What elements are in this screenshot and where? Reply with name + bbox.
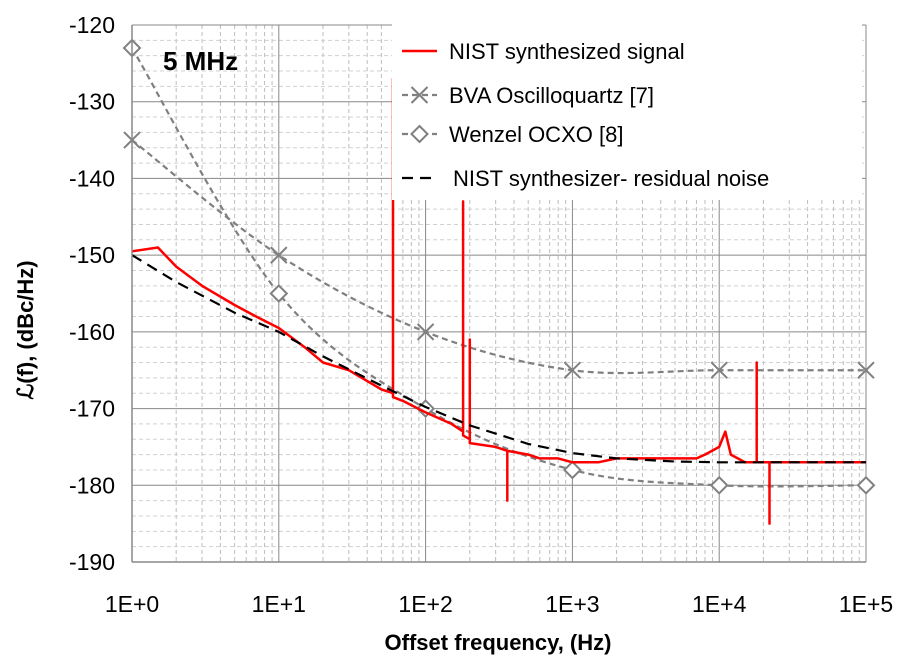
marker-stroke (563, 361, 582, 379)
x-tick-label: 1E+5 (839, 591, 893, 617)
data-point-1-5 (857, 361, 875, 379)
series-layer (122, 38, 876, 525)
series-line-3 (131, 254, 866, 464)
data-point-2-4 (709, 475, 729, 495)
y-tick-label: -130 (69, 89, 115, 115)
legend-item-1: BVA Oscilloquartz [7] (402, 83, 654, 108)
marker-stroke (857, 361, 875, 379)
x-tick-label: 1E+3 (545, 591, 599, 617)
marker-stroke (410, 86, 429, 104)
data-point-1-4 (710, 361, 728, 379)
y-tick-label: -190 (69, 549, 115, 575)
data-point-2-3 (562, 460, 582, 480)
y-tick-label: -160 (69, 319, 115, 345)
legend-label-0: NIST synthesized signal (449, 39, 685, 64)
marker-stroke (270, 246, 288, 264)
x-axis-title: Offset frequency, (Hz) (385, 630, 612, 655)
x-tick-label: 1E+2 (398, 591, 452, 617)
legend-marker-2 (410, 124, 429, 144)
legend-item-2: Wenzel OCXO [8] (402, 122, 623, 147)
x-tick-label: 1E+1 (252, 591, 306, 617)
marker-shape (269, 284, 289, 303)
legend-item-0: NIST synthesized signal (402, 39, 685, 64)
legend-item-3: NIST synthesizer- residual noise (402, 166, 769, 191)
tick-labels: 1E+0 1E+1 1E+2 1E+3 1E+4 1E+5 -120 -130 -140 -150… (69, 12, 893, 617)
x-tick-label: 1E+4 (692, 591, 747, 617)
data-point-1-3 (563, 361, 582, 379)
marker-shape (856, 475, 876, 495)
legend-box (392, 24, 862, 200)
marker-stroke (710, 361, 728, 379)
data-point-2-1 (269, 284, 289, 303)
marker-shape (410, 124, 429, 144)
marker-shape (709, 475, 729, 495)
series-line-1 (131, 139, 866, 375)
y-tick-label: -180 (69, 472, 115, 498)
data-point-2-5 (856, 475, 876, 495)
legend-label-1: BVA Oscilloquartz [7] (449, 83, 654, 108)
legend: NIST synthesized signal BVA Oscilloquartz… (392, 24, 862, 200)
data-point-1-2 (416, 323, 435, 341)
y-tick-label: -140 (69, 165, 115, 191)
data-point-1-1 (270, 246, 288, 264)
y-tick-label: -120 (69, 12, 115, 38)
legend-label-3: NIST synthesizer- residual noise (453, 166, 769, 191)
y-tick-label: -150 (69, 242, 115, 268)
axes (131, 25, 866, 563)
y-axis-title: ℒ(f), (dBc/Hz) (13, 260, 38, 399)
marker-stroke (416, 323, 435, 341)
marker-shape (562, 460, 582, 480)
legend-label-2: Wenzel OCXO [8] (449, 122, 623, 147)
legend-marker-1 (410, 86, 429, 104)
frequency-annotation: 5 MHz (163, 46, 238, 76)
x-tick-label: 1E+0 (105, 591, 159, 617)
y-tick-label: -170 (69, 396, 115, 422)
